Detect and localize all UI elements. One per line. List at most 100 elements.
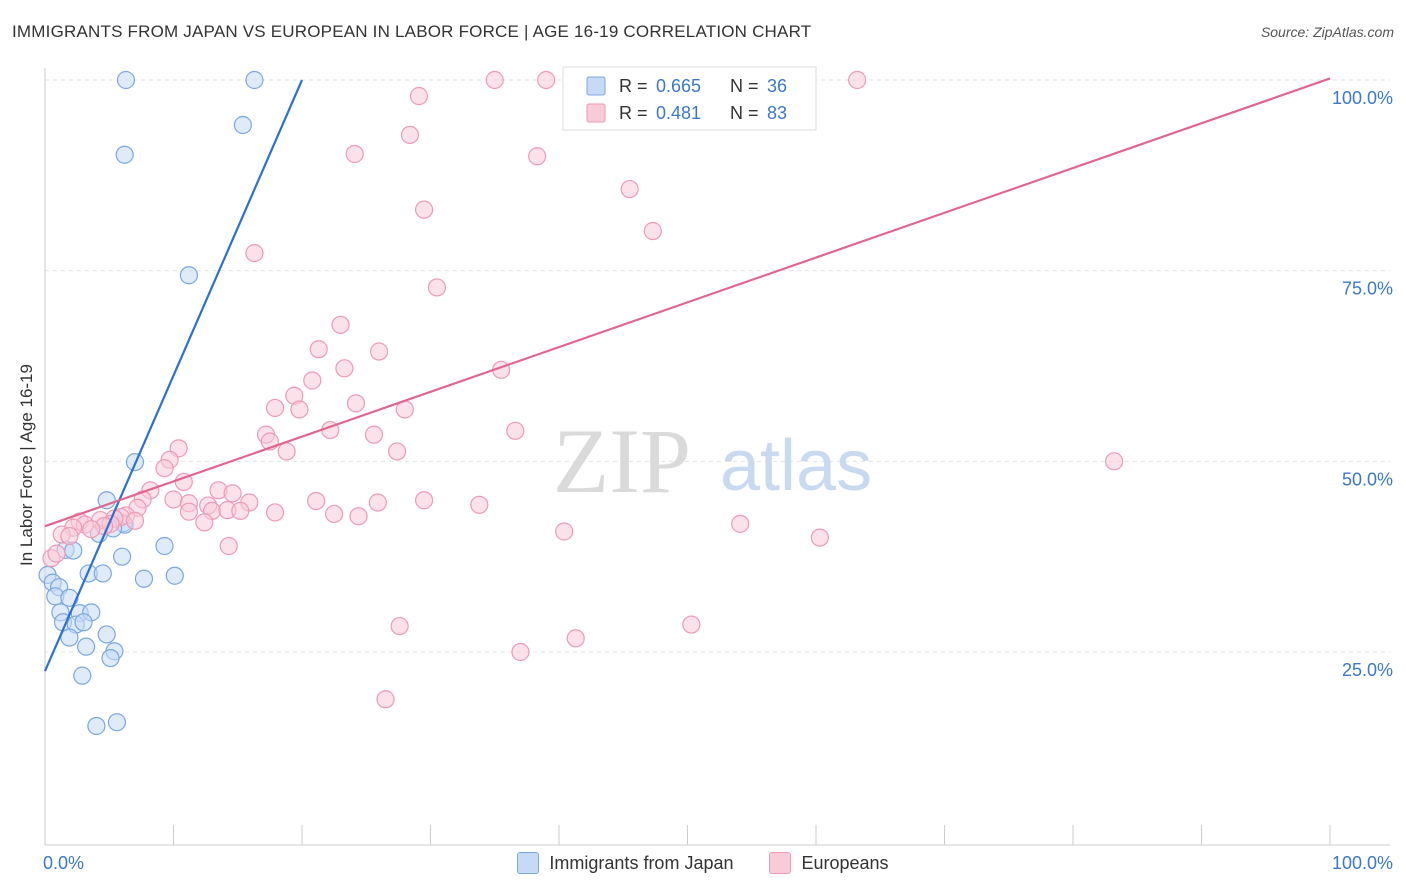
europeans-point [223,484,242,503]
japan-point [165,566,184,585]
japan-point [87,716,106,736]
legend-top-swatch-japan [586,76,606,96]
europeans-point [155,459,174,478]
europeans-point [427,278,447,297]
japan-point [97,491,116,510]
japan-point [115,145,134,164]
y-tick-label: 75.0% [1342,279,1393,299]
europeans-point [368,493,387,512]
japan-point [112,547,132,566]
legend-top-n-value: 83 [767,103,787,123]
europeans-point [195,513,214,532]
legend-top-r-value: 0.665 [656,76,701,96]
legend-swatch-europeans [769,852,792,874]
chart-source: Source: ZipAtlas.com [1260,24,1394,40]
europeans-point [370,342,389,361]
japan-point [155,536,174,556]
europeans-point [349,507,368,526]
japan-point [101,649,120,668]
legend-swatch-japan [517,852,540,874]
europeans-point [325,504,344,524]
legend-top-n-label: N = [730,103,759,123]
europeans-point [848,70,867,90]
europeans-point [506,421,525,440]
europeans-point [643,221,662,241]
legend-label-europeans: Europeans [801,852,889,873]
legend-item-japan[interactable]: Immigrants from Japan [517,852,733,874]
europeans-point [303,371,322,390]
japan-point [93,564,112,583]
europeans-point [555,522,574,541]
europeans-point [409,86,429,106]
japan-point [60,628,79,647]
europeans-point [566,629,585,648]
europeans-point [511,642,530,662]
japan-trend-line [43,79,304,672]
japan-point [73,666,92,685]
trend-lines [43,77,1331,672]
europeans-point [60,526,79,546]
y-tick-label: 50.0% [1342,469,1393,489]
watermark-atlas: atlas [720,426,872,506]
europeans-point [164,490,183,509]
europeans-point [346,394,366,413]
japan-point [77,637,96,656]
europeans-point [265,503,285,522]
japan-point [134,569,154,588]
europeans-point [179,502,199,521]
axes [44,68,1390,846]
europeans-point [309,340,328,359]
legend-label-japan: Immigrants from Japan [549,852,734,873]
legend-top-r-label: R = [619,103,648,123]
legend-top-r-label: R = [619,76,648,96]
europeans-point [810,528,829,547]
europeans-point [528,147,547,166]
japan-point [245,70,264,90]
europeans-point [387,442,407,461]
x-tick-label: 100.0% [1332,853,1393,873]
europeans-point [1105,452,1124,471]
europeans-point [682,615,701,634]
legend-top: R = 0.665 N = 36 R = 0.481 N = 83 [562,66,817,131]
watermark-zip: ZIP [553,410,691,512]
y-tick-label: 25.0% [1342,660,1393,680]
japan-point [107,713,127,732]
europeans-trend-line [44,77,1331,528]
europeans-point [290,400,309,419]
europeans-point [390,616,409,636]
chart-title: IMMIGRANTS FROM JAPAN VS EUROPEAN IN LAB… [12,22,812,41]
europeans-point [277,442,296,461]
tick-labels: 25.0% 50.0% 75.0% 100.0% 0.0% 100.0% [43,88,1393,873]
japan-point [116,70,136,90]
x-tick-label: 0.0% [43,853,84,873]
japan-point [233,115,252,135]
europeans-point [485,70,504,90]
gridlines [45,79,1390,653]
europeans-point [331,315,350,334]
europeans-point [414,491,434,510]
europeans-point [345,144,364,164]
europeans-point [125,511,145,530]
japan-point [74,613,93,632]
europeans-point [265,398,285,418]
europeans-point [376,690,395,709]
europeans-point [414,200,434,219]
japan-point [179,266,199,285]
legend-top-n-label: N = [730,76,759,96]
europeans-point [400,125,420,145]
europeans-point [47,544,66,563]
watermark: ZIP atlas [553,410,872,512]
europeans-point [364,425,384,444]
europeans-point [307,491,326,511]
europeans-point [731,514,750,533]
legend-top-swatch-europeans [586,103,606,123]
europeans-point [219,536,238,556]
europeans-point [470,495,489,514]
y-tick-label: 100.0% [1332,88,1393,108]
legend-top-n-value: 36 [767,76,787,96]
europeans-point [620,179,639,199]
japan-point [97,625,116,644]
legend-item-europeans[interactable]: Europeans [769,852,889,874]
legend-bottom: Immigrants from Japan Europeans [0,852,1406,874]
